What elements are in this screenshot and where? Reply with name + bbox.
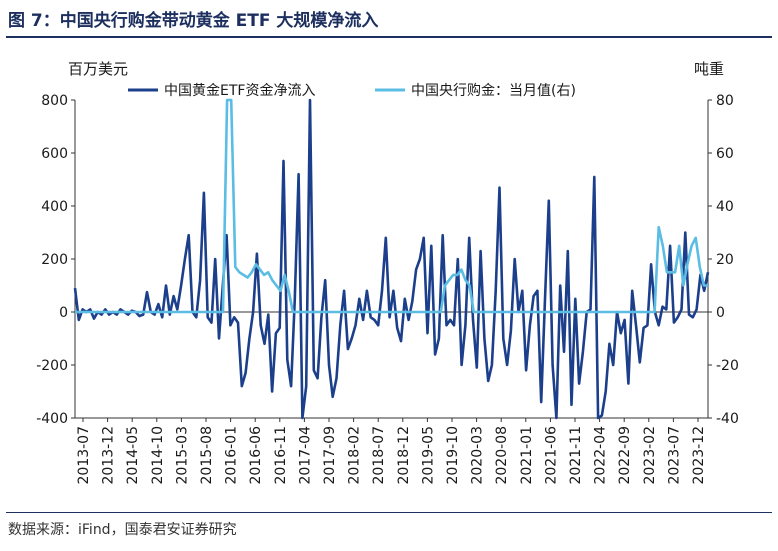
x-tick-label: 2020-08 [494,426,510,485]
series-layer [73,98,710,420]
source-rule [6,512,772,513]
figure-title: 图 7：中国央行购金带动黄金 ETF 大规模净流入 [8,11,379,31]
pboc-gold-line [75,98,708,314]
x-tick-label: 2016-11 [273,426,289,485]
y-left-tick-label: 400 [41,199,68,215]
x-tick-label: 2018-12 [396,426,412,485]
x-tick-label: 2016-01 [224,426,240,485]
x-tick-label: 2014-05 [125,426,141,485]
x-tick-label: 2015-03 [174,426,190,485]
source-note: 数据来源：iFind，国泰君安证券研究 [8,522,237,538]
x-tick-label: 2013-12 [101,426,117,485]
title-rule [6,36,772,38]
chart: 8006004002000-200-400806040200-20-40百万美元… [36,60,739,485]
y-right-tick-label: -40 [716,411,739,427]
y-right-unit-label: 吨重 [694,60,724,78]
y-left-tick-label: 200 [41,252,68,268]
y-right-tick-label: 0 [716,305,725,321]
y-right-tick-label: 60 [716,146,734,162]
x-tick-label: 2018-02 [347,426,363,485]
y-right-tick-label: 20 [716,252,734,268]
y-left-tick-label: 600 [41,146,68,162]
y-left-unit-label: 百万美元 [68,60,128,78]
x-tick-label: 2016-06 [248,426,264,485]
x-tick-label: 2014-10 [150,426,166,485]
legend-label: 中国央行购金：当月值(右) [411,83,576,99]
legend: 中国黄金ETF资金净流入 中国央行购金：当月值(右) [128,82,576,99]
y-right-tick-label: 80 [716,93,734,109]
x-tick-label: 2021-01 [519,426,535,485]
y-right-tick-label: -20 [716,358,739,374]
x-tick-label: 2023-07 [666,426,682,485]
x-tick-label: 2018-07 [371,426,387,485]
y-left-tick-label: 800 [41,93,68,109]
y-left-tick-label: 0 [59,305,68,321]
x-tick-label: 2023-02 [642,426,658,485]
x-tick-label: 2019-05 [420,426,436,485]
x-tick-label: 2021-11 [568,426,584,485]
etf-flow-line [73,98,710,420]
y-left-tick-label: -200 [36,358,68,374]
x-tick-label: 2022-09 [617,426,633,485]
y-left-tick-label: -400 [36,411,68,427]
y-right-tick-label: 40 [716,199,734,215]
x-tick-label: 2017-04 [297,426,313,485]
x-tick-label: 2021-06 [543,426,559,485]
x-tick-label: 2013-07 [76,426,92,485]
x-tick-label: 2020-03 [470,426,486,485]
legend-label: 中国黄金ETF资金净流入 [164,82,315,99]
x-tick-label: 2019-10 [445,426,461,485]
x-tick-label: 2023-12 [691,426,707,485]
x-tick-label: 2017-09 [322,426,338,485]
x-tick-label: 2015-08 [199,426,215,485]
x-tick-label: 2022-04 [593,426,609,485]
